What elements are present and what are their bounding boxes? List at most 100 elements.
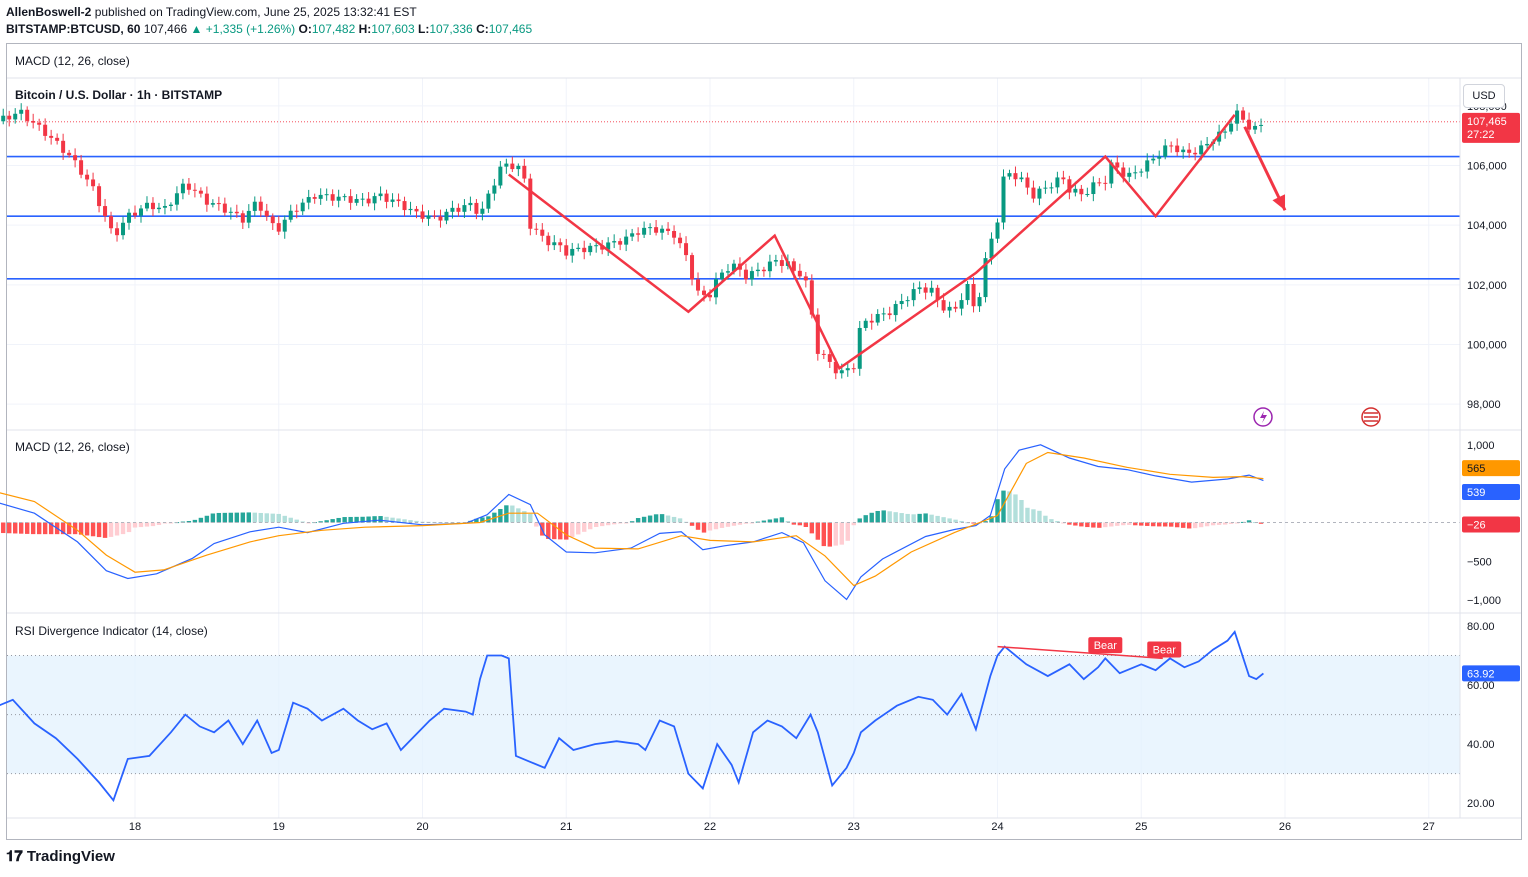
histogram-bar — [1037, 510, 1042, 523]
histogram-bar — [258, 512, 263, 523]
candle-body — [1205, 143, 1210, 146]
histogram-bar — [1007, 491, 1012, 523]
bolt-shape — [1260, 411, 1267, 423]
histogram-bar — [1198, 522, 1204, 528]
candle-body — [995, 222, 1000, 239]
histogram-bar — [402, 519, 407, 523]
candle-body — [1181, 149, 1186, 153]
footer-text: TradingView — [26, 848, 115, 865]
candle-body — [1253, 125, 1258, 130]
candle-body — [624, 236, 629, 245]
histogram-bar — [150, 522, 156, 527]
candle-body — [1187, 149, 1192, 153]
histogram-bar — [797, 522, 803, 526]
histogram-bar — [1079, 522, 1084, 527]
candle-body — [198, 190, 203, 194]
histogram-bar — [881, 510, 886, 523]
candle-body — [905, 300, 910, 302]
candle-body — [109, 216, 114, 229]
histogram-bar — [270, 513, 275, 523]
candle-body — [258, 201, 263, 211]
chart-frame — [6, 43, 1522, 840]
candle-body — [85, 174, 90, 180]
macd-pane-label[interactable]: MACD (12, 26, close) — [15, 440, 130, 454]
candle-body — [234, 211, 239, 214]
candle-body — [971, 283, 976, 307]
candle-body — [103, 206, 108, 217]
candle-body — [342, 196, 347, 198]
histogram-bar — [378, 516, 383, 523]
top-study-label[interactable]: MACD (12, 26, close) — [15, 54, 130, 68]
macd-line — [0, 444, 1264, 601]
candle-body — [1085, 194, 1090, 196]
histogram-bar — [324, 520, 329, 523]
histogram-bar — [761, 520, 767, 523]
histogram-bar — [30, 522, 36, 535]
price-badge — [1462, 112, 1520, 143]
histogram-bar — [701, 522, 707, 533]
bear-label — [1088, 637, 1123, 654]
candle-body — [7, 115, 12, 120]
chart-icons[interactable] — [1253, 407, 1381, 427]
histogram-bar — [1139, 522, 1144, 526]
candle-body — [222, 203, 227, 213]
candle-body — [528, 178, 533, 229]
author-name[interactable]: AllenBoswell-2 — [6, 5, 92, 19]
rsi-pane-label[interactable]: RSI Divergence Indicator (14, close) — [15, 624, 208, 638]
histogram-bar — [264, 513, 269, 523]
rsi-badge-text: 63.92 — [1467, 668, 1495, 680]
candle-body — [25, 109, 30, 121]
candle-body — [953, 306, 958, 309]
histogram-bar — [108, 522, 114, 537]
x-tick: 20 — [416, 821, 428, 833]
price-tick: 100,000 — [1467, 339, 1507, 351]
histogram-bar — [240, 512, 246, 523]
candle-body — [1163, 145, 1168, 157]
close-value: 107,465 — [488, 22, 533, 36]
candle-body — [1151, 158, 1156, 161]
pattern-drawing[interactable] — [508, 114, 1236, 371]
macd-tick: 1,000 — [1467, 440, 1495, 452]
candle-body — [564, 245, 569, 256]
histogram-bar — [737, 522, 743, 525]
candle-body — [420, 211, 425, 219]
x-tick: 26 — [1279, 821, 1291, 833]
rsi-tick: 40.00 — [1467, 739, 1495, 751]
candle-body — [97, 186, 102, 207]
tradingview-logo[interactable]: 𝟏𝟕 TradingView — [6, 848, 115, 865]
candle-body — [444, 211, 449, 221]
macd-tick: −500 — [1467, 556, 1492, 568]
histogram-bar — [126, 522, 132, 533]
macd-badge — [1462, 483, 1520, 500]
candle-body — [702, 290, 707, 295]
arrow-shaft — [1243, 126, 1287, 211]
candle-body — [79, 160, 84, 175]
histogram-bar — [833, 522, 838, 546]
histogram-bar — [593, 522, 599, 527]
tv-logo-icon: 𝟏𝟕 — [6, 848, 23, 865]
candle-body — [833, 361, 838, 374]
candle-body — [845, 368, 850, 371]
currency-button[interactable]: USD — [1463, 84, 1505, 108]
bear-label-text: Bear — [1153, 645, 1177, 657]
histogram-bar — [1001, 490, 1006, 523]
candle-body — [73, 155, 78, 161]
histogram-bar — [689, 522, 695, 526]
candle-body — [827, 354, 832, 362]
price-tick: 104,000 — [1467, 220, 1507, 232]
histogram-bar — [288, 517, 293, 523]
bear-label — [1147, 641, 1182, 658]
histogram-bar — [42, 522, 48, 535]
histogram-bar — [953, 519, 958, 523]
symbol[interactable]: BITSTAMP:BTCUSD, 60 — [6, 22, 141, 36]
candle-body — [743, 269, 748, 280]
projection-arrow-icon[interactable] — [1243, 126, 1287, 211]
histogram-bar — [1085, 522, 1090, 528]
candle-body — [1061, 177, 1066, 180]
histogram-bar — [1049, 519, 1054, 523]
histogram-bar — [1, 522, 6, 534]
histogram-bar — [318, 521, 323, 523]
y-axis-labels: 108,000106,000104,000102,000100,00098,00… — [1467, 101, 1507, 810]
candle-body — [636, 233, 641, 235]
